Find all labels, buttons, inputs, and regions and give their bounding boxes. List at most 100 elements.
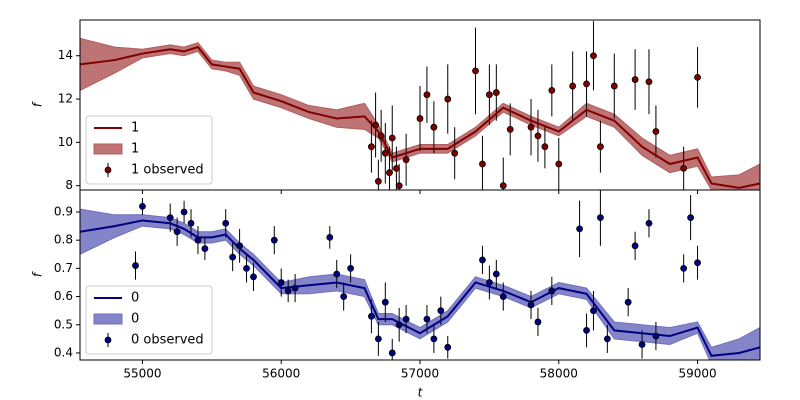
observed-point xyxy=(423,315,431,323)
observed-point xyxy=(638,341,646,348)
observed-point xyxy=(569,82,577,90)
observed-point xyxy=(444,95,452,103)
observed-point xyxy=(368,312,375,320)
observed-point xyxy=(694,73,701,81)
observed-point xyxy=(423,91,431,99)
observed-point xyxy=(652,332,660,340)
legend-patch xyxy=(93,313,123,325)
observed-point xyxy=(333,270,341,278)
observed-point xyxy=(597,143,604,151)
observed-point xyxy=(229,253,237,261)
observed-point xyxy=(393,164,400,172)
observed-point xyxy=(374,177,382,185)
legend-marker xyxy=(104,166,112,174)
y-axis-label: f xyxy=(31,101,45,107)
plot-area xyxy=(80,21,760,190)
observed-point xyxy=(347,264,355,272)
observed-point xyxy=(451,149,459,157)
observed-point xyxy=(250,273,257,281)
observed-point xyxy=(652,128,660,135)
y-tick-label: 0.6 xyxy=(54,289,73,303)
observed-point xyxy=(590,307,597,315)
observed-point xyxy=(492,270,500,278)
observed-point xyxy=(583,80,590,88)
y-tick-label: 0.5 xyxy=(54,317,73,331)
legend: 0 0 0 observed xyxy=(85,285,213,355)
y-tick-label: 12 xyxy=(58,92,73,106)
observed-point xyxy=(499,182,507,190)
x-axis-label: t xyxy=(418,386,424,400)
x-tick-label: 57000 xyxy=(401,367,439,381)
mean-line xyxy=(80,45,760,189)
observed-point xyxy=(430,335,438,343)
y-tick-label: 14 xyxy=(58,48,73,62)
observed-point xyxy=(694,259,701,267)
y-tick-label: 8 xyxy=(65,178,73,192)
x-tick-label: 58000 xyxy=(540,367,578,381)
observed-point xyxy=(597,214,604,222)
observed-point xyxy=(180,208,188,216)
observed-point xyxy=(631,76,639,83)
observed-point xyxy=(340,293,348,300)
observed-point xyxy=(388,349,396,357)
observed-point xyxy=(395,321,403,329)
observed-point xyxy=(201,245,209,253)
observed-point xyxy=(631,242,639,250)
observed-point xyxy=(381,298,389,306)
observed-point xyxy=(388,134,396,142)
y-axis-label: f xyxy=(31,271,45,277)
y-tick-label: 0.7 xyxy=(54,261,73,275)
observed-point xyxy=(368,143,375,151)
observed-point xyxy=(548,86,556,94)
observed-point xyxy=(430,123,438,131)
observed-point xyxy=(277,279,285,286)
observed-point xyxy=(527,123,535,131)
observed-point xyxy=(541,143,549,151)
legend-label: 0 xyxy=(131,291,139,306)
observed-point xyxy=(270,236,278,244)
observed-point xyxy=(687,214,695,222)
observed-point xyxy=(372,121,379,129)
legend-label: 0 xyxy=(131,312,139,327)
observed-point xyxy=(534,318,542,326)
mean-line xyxy=(80,219,760,357)
observed-point xyxy=(645,219,653,227)
observed-point xyxy=(576,225,583,233)
observed-point xyxy=(444,343,452,351)
observed-point xyxy=(527,301,535,309)
observed-point xyxy=(222,219,230,227)
x-tick-label: 59000 xyxy=(678,367,716,381)
observed-point xyxy=(402,315,410,323)
observed-point xyxy=(381,149,389,157)
observed-point xyxy=(624,298,632,306)
observed-point xyxy=(555,160,563,168)
observed-point xyxy=(243,264,250,272)
observed-point xyxy=(187,219,195,227)
legend: 1 1 1 observed xyxy=(85,115,213,185)
observed-point xyxy=(583,326,590,334)
observed-point xyxy=(132,262,139,269)
legend-patch xyxy=(93,143,123,155)
observed-point xyxy=(590,52,597,60)
observed-point xyxy=(492,89,500,96)
observed-point xyxy=(326,233,334,241)
y-tick-label: 10 xyxy=(58,135,73,149)
observed-point xyxy=(610,82,618,90)
observed-point xyxy=(479,256,486,264)
observed-point xyxy=(506,125,514,133)
observed-point xyxy=(416,115,424,122)
observed-point xyxy=(437,307,445,315)
legend-box xyxy=(85,115,213,185)
observed-point xyxy=(485,279,493,286)
observed-point xyxy=(374,335,382,343)
legend-label: 1 xyxy=(131,142,139,157)
legend-box xyxy=(85,285,213,355)
observed-point xyxy=(194,236,202,244)
observed-point xyxy=(485,91,493,99)
y-tick-label: 0.8 xyxy=(54,233,73,247)
observed-point xyxy=(402,156,410,164)
legend-marker xyxy=(104,336,112,344)
observed-point xyxy=(236,242,243,250)
